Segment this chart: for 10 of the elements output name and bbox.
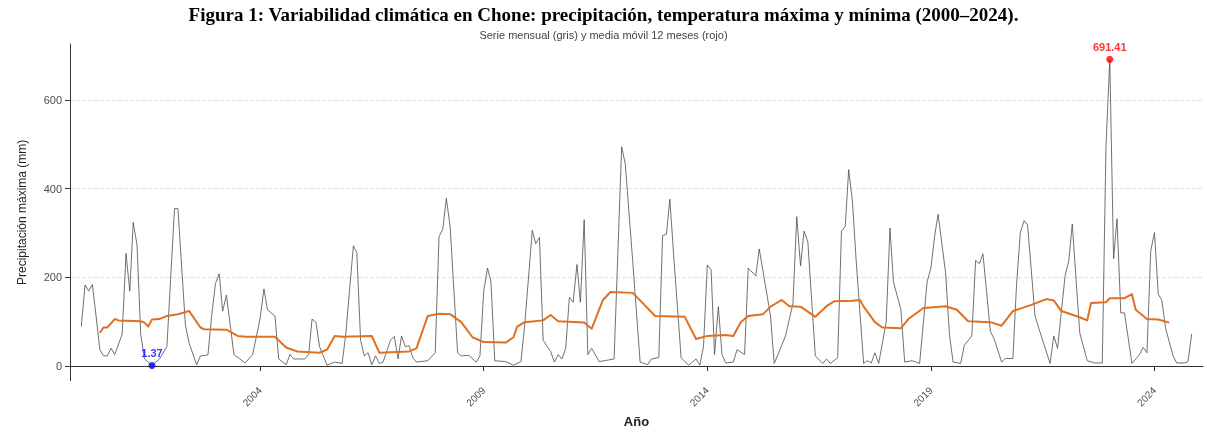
data-label: 1.37	[141, 347, 163, 360]
y-tick-label: 600	[43, 93, 62, 106]
chart-subtitle: Serie mensual (gris) y media móvil 12 meses (rojo)	[479, 28, 728, 41]
y-tick-label: 200	[43, 271, 62, 284]
y-tick-label: 0	[55, 360, 62, 373]
data-label: 691.41	[1092, 41, 1127, 54]
x-axis-title: Año	[623, 414, 650, 429]
chart-title: Figura 1: Variabilidad climática en Chone: precipitación, temperatura máxima y mínima (2000–2024).	[188, 4, 1019, 26]
y-axis-title: Precipitación máxima (mm)	[15, 139, 29, 286]
y-tick-label: 400	[43, 182, 62, 195]
